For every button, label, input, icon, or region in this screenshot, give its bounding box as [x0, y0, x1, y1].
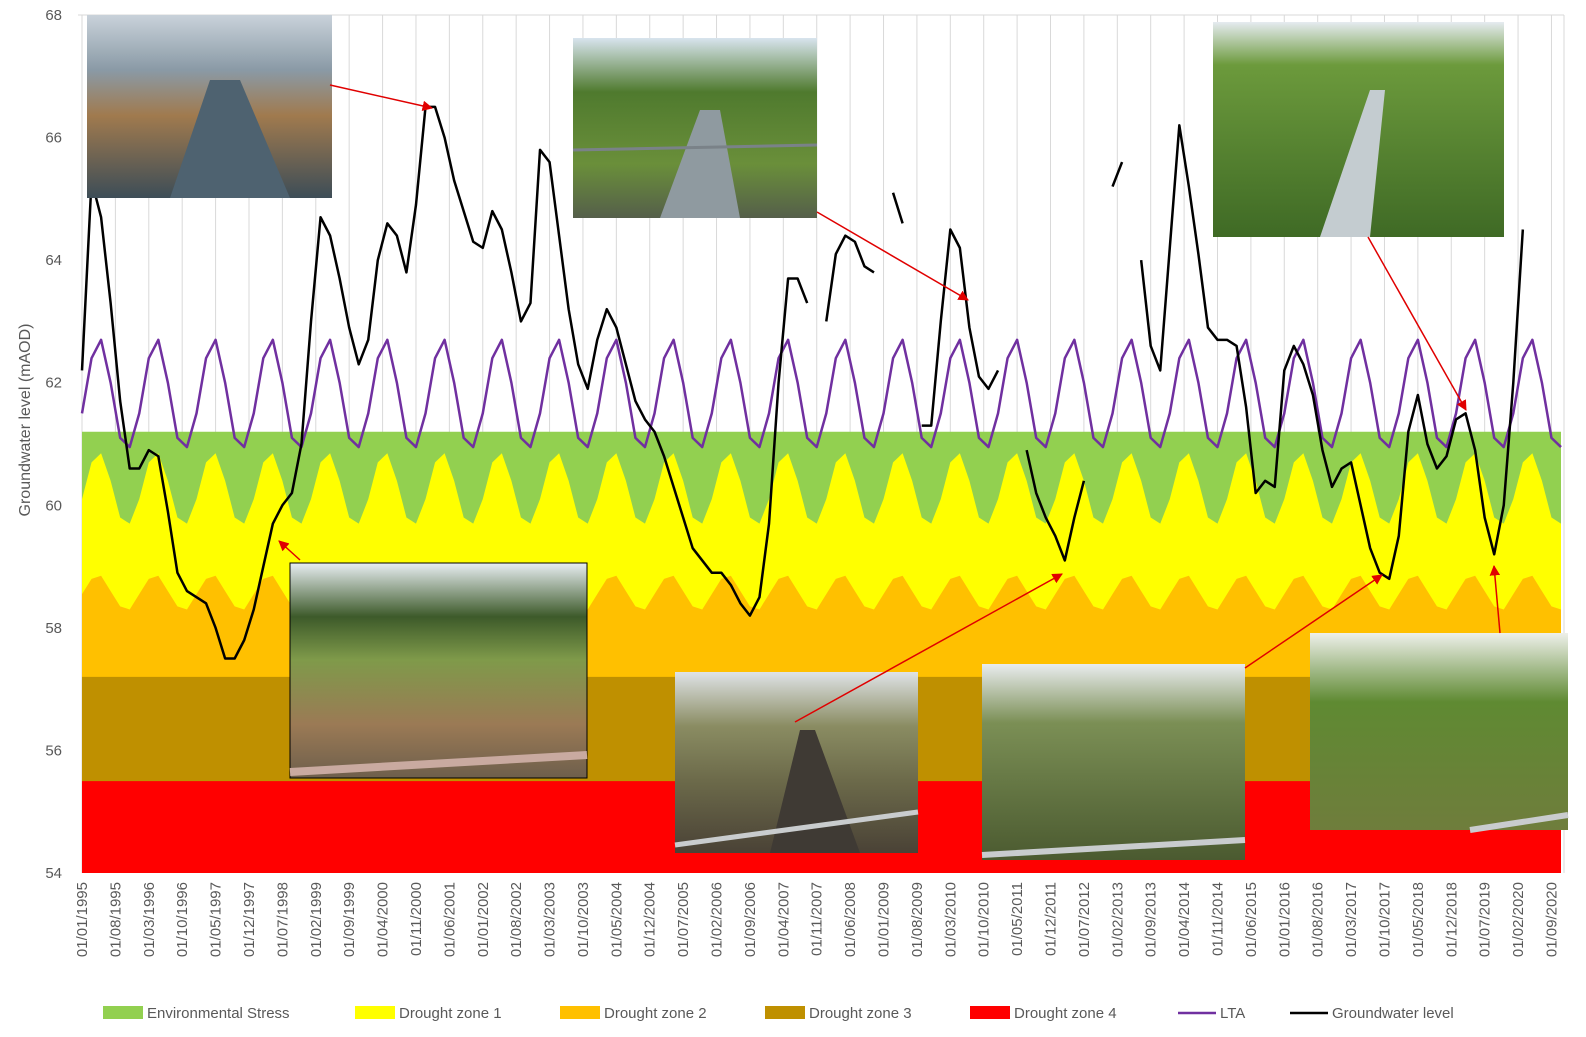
- y-tick-label: 56: [45, 742, 62, 759]
- photo: [290, 563, 587, 778]
- y-tick-label: 66: [45, 130, 62, 147]
- y-tick-label: 62: [45, 375, 62, 392]
- legend-item: Environmental Stress: [103, 1005, 290, 1022]
- legend-swatch: [560, 1006, 600, 1019]
- legend-label: Drought zone 2: [604, 1005, 707, 1022]
- x-tick-label: 01/02/2013: [1109, 882, 1126, 957]
- x-tick-label: 01/04/2014: [1176, 882, 1193, 957]
- legend-swatch: [355, 1006, 395, 1019]
- x-tick-label: 01/02/2006: [709, 882, 726, 957]
- x-tick-label: 01/01/2002: [475, 882, 492, 957]
- x-tick-label: 01/08/1995: [107, 882, 124, 957]
- x-tick-label: 01/01/2016: [1276, 882, 1293, 957]
- y-tick-label: 64: [45, 252, 62, 269]
- x-tick-label: 01/03/2017: [1343, 882, 1360, 957]
- x-tick-label: 01/05/2018: [1410, 882, 1427, 957]
- x-tick-label: 01/11/2007: [809, 882, 826, 956]
- x-tick-label: 01/11/2000: [408, 882, 425, 956]
- x-tick-label: 01/07/2012: [1076, 882, 1093, 957]
- legend-swatch: [103, 1006, 143, 1019]
- photo: [982, 664, 1245, 860]
- y-tick-label: 54: [45, 865, 62, 882]
- x-tick-label: 01/12/1997: [241, 882, 258, 957]
- x-tick-label: 01/09/2020: [1543, 882, 1560, 957]
- photo: [1310, 633, 1568, 830]
- y-axis-title: Groundwater level (mAOD): [17, 324, 34, 517]
- x-tick-label: 01/05/1997: [208, 882, 225, 957]
- legend-item: Drought zone 2: [560, 1005, 707, 1022]
- x-tick-label: 01/05/2011: [1009, 882, 1026, 956]
- legend-item: Drought zone 1: [355, 1005, 502, 1022]
- x-tick-label: 01/08/2002: [508, 882, 525, 957]
- y-tick-label: 68: [45, 7, 62, 24]
- x-tick-label: 01/03/2010: [942, 882, 959, 957]
- x-tick-label: 01/12/2004: [642, 882, 659, 957]
- y-tick-label: 58: [45, 620, 62, 637]
- legend-item: Groundwater level: [1290, 1005, 1454, 1022]
- y-tick-label: 60: [45, 497, 62, 514]
- x-tick-label: 01/02/1999: [308, 882, 325, 957]
- x-tick-label: 01/09/2006: [742, 882, 759, 957]
- x-tick-label: 01/01/1995: [74, 882, 91, 957]
- legend-label: Environmental Stress: [147, 1005, 290, 1022]
- x-tick-label: 01/08/2016: [1310, 882, 1327, 957]
- x-tick-label: 01/03/1996: [141, 882, 158, 957]
- x-tick-label: 01/04/2000: [375, 882, 392, 957]
- x-tick-label: 01/02/2020: [1510, 882, 1527, 957]
- x-tick-label: 01/10/2003: [575, 882, 592, 957]
- x-tick-label: 01/04/2007: [775, 882, 792, 957]
- legend: Environmental Stress Drought zone 1 Drough…: [103, 1005, 1454, 1022]
- x-tick-label: 01/12/2011: [1043, 882, 1060, 956]
- legend-label: LTA: [1220, 1005, 1245, 1022]
- x-tick-label: 01/06/2015: [1243, 882, 1260, 957]
- x-tick-label: 01/10/1996: [174, 882, 191, 957]
- x-tick-label: 01/01/2009: [876, 882, 893, 957]
- x-tick-label: 01/07/2005: [675, 882, 692, 957]
- x-tick-label: 01/06/2001: [441, 882, 458, 957]
- x-tick-label: 01/08/2009: [909, 882, 926, 957]
- legend-label: Drought zone 1: [399, 1005, 502, 1022]
- legend-swatch: [765, 1006, 805, 1019]
- legend-swatch: [970, 1006, 1010, 1019]
- x-tick-label: 01/07/2019: [1477, 882, 1494, 957]
- legend-item: Drought zone 4: [970, 1005, 1117, 1022]
- x-tick-label: 01/09/1999: [341, 882, 358, 957]
- legend-label: Drought zone 3: [809, 1005, 912, 1022]
- x-tick-label: 01/10/2010: [976, 882, 993, 957]
- x-tick-label: 01/06/2008: [842, 882, 859, 957]
- x-tick-label: 01/07/1998: [274, 882, 291, 957]
- x-axis: 01/01/1995 01/08/1995 01/03/1996 01/10/1996…: [74, 882, 1560, 957]
- x-tick-label: 01/12/2018: [1443, 882, 1460, 957]
- x-tick-label: 01/10/2017: [1376, 882, 1393, 957]
- legend-label: Groundwater level: [1332, 1005, 1454, 1022]
- legend-item: Drought zone 3: [765, 1005, 912, 1022]
- legend-item: LTA: [1178, 1005, 1245, 1022]
- x-tick-label: 01/03/2003: [542, 882, 559, 957]
- x-tick-label: 01/09/2013: [1143, 882, 1160, 957]
- chart: Groundwater level (mAOD) 54 56 58 60 62 64 66 6…: [0, 0, 1586, 1037]
- x-tick-label: 01/11/2014: [1209, 882, 1226, 956]
- legend-label: Drought zone 4: [1014, 1005, 1117, 1022]
- x-tick-label: 01/05/2004: [608, 882, 625, 957]
